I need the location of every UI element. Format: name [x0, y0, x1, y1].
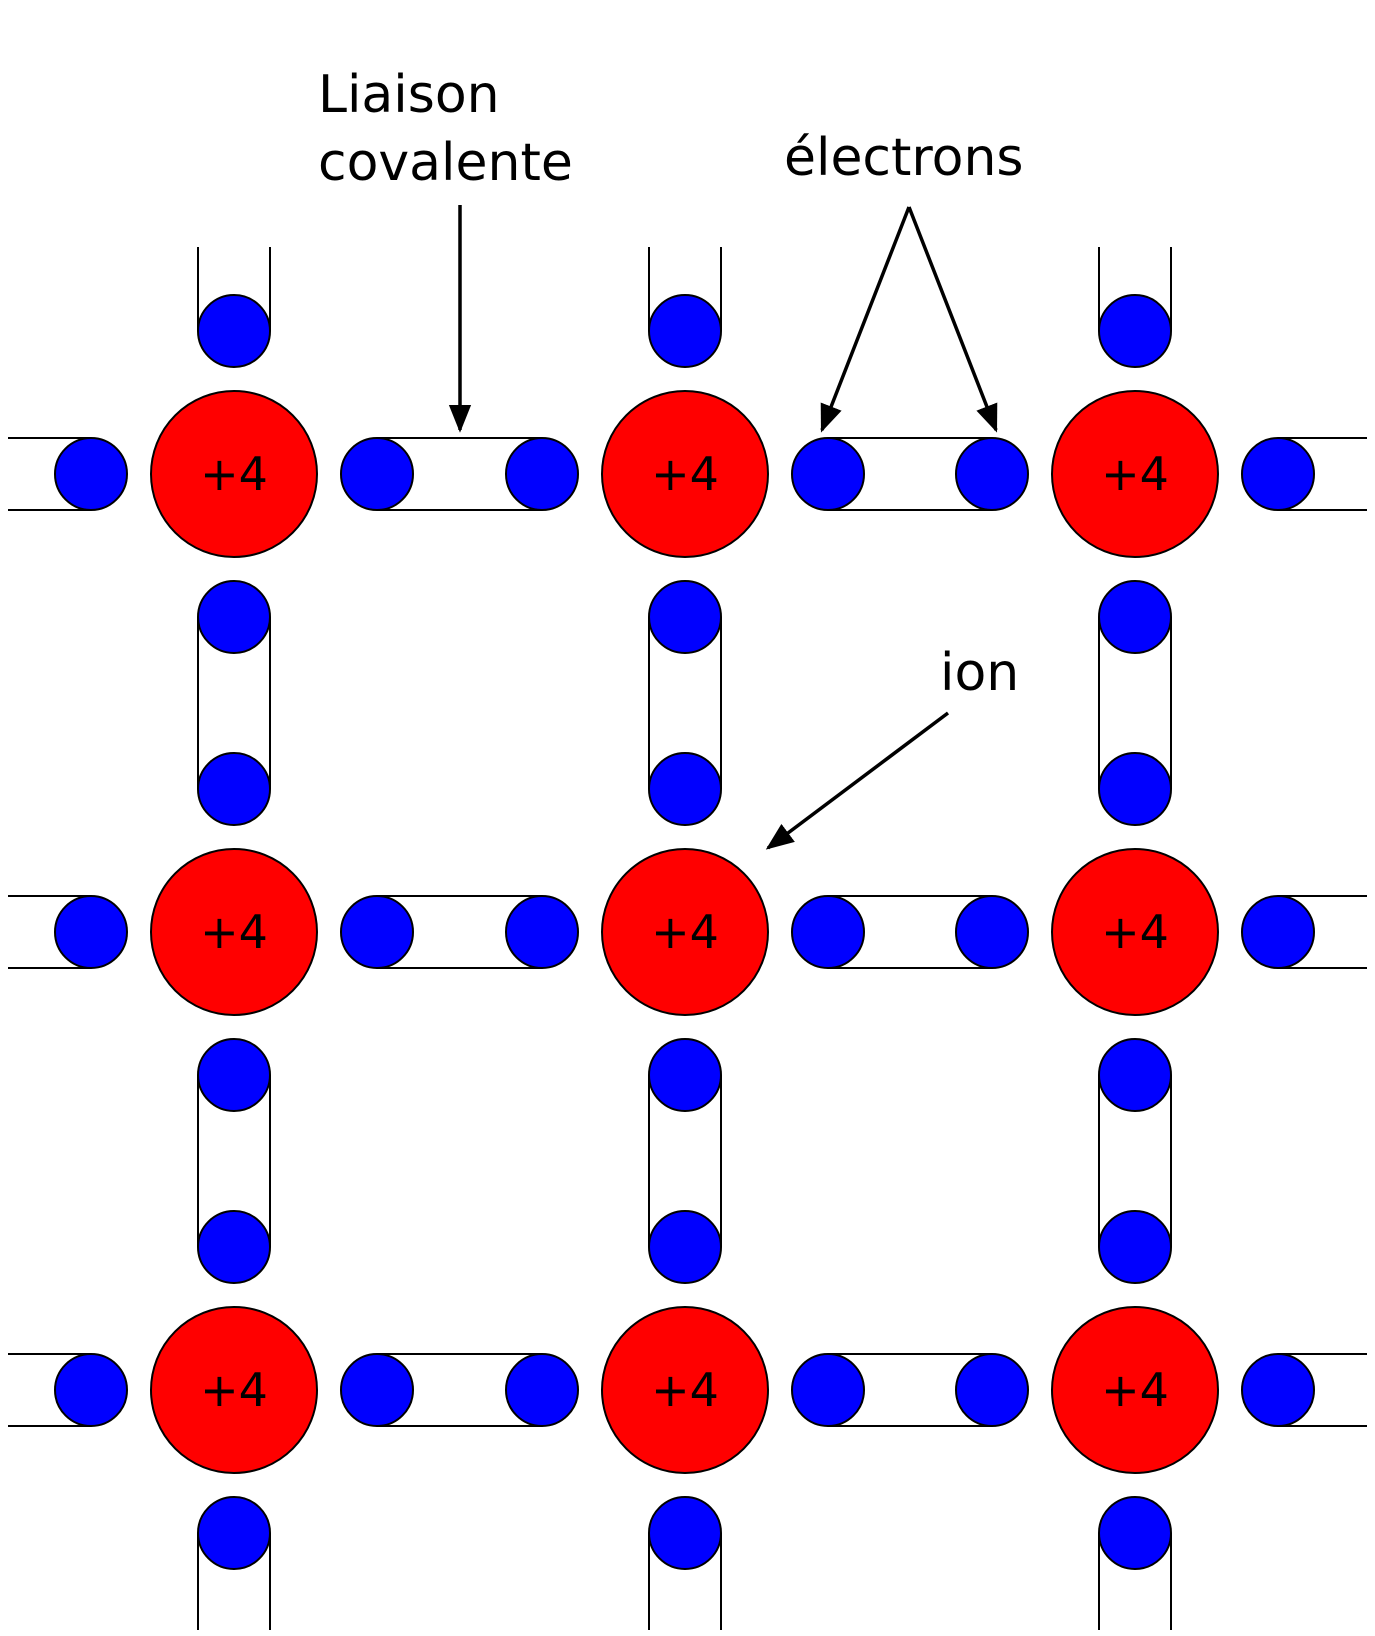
- covalent-bond-label-line1: Liaison: [318, 65, 500, 125]
- electron: [1241, 1353, 1315, 1427]
- ion-charge-label: +4: [1101, 1363, 1169, 1417]
- electron: [54, 437, 128, 511]
- ion: +4: [601, 1306, 769, 1474]
- electron: [197, 752, 271, 826]
- electron: [1098, 580, 1172, 654]
- electron: [1241, 437, 1315, 511]
- ion-charge-label: +4: [1101, 905, 1169, 959]
- ion-charge-label: +4: [200, 447, 268, 501]
- ion-charge-label: +4: [651, 905, 719, 959]
- electron: [1098, 294, 1172, 368]
- electron: [648, 1496, 722, 1570]
- electron: [955, 1353, 1029, 1427]
- electron: [791, 895, 865, 969]
- electron: [1098, 752, 1172, 826]
- ion: +4: [150, 390, 318, 558]
- electron: [505, 1353, 579, 1427]
- electron: [1241, 895, 1315, 969]
- ion-circle: [150, 1306, 318, 1474]
- ion-circle: [1051, 390, 1219, 558]
- electron: [648, 580, 722, 654]
- ion: +4: [601, 848, 769, 1016]
- electron: [197, 580, 271, 654]
- ion-circle: [150, 390, 318, 558]
- covalent-bonds: [8, 247, 1367, 1630]
- electron: [791, 1353, 865, 1427]
- ion-charge-label: +4: [1101, 447, 1169, 501]
- electron: [197, 294, 271, 368]
- ion-circle: [601, 390, 769, 558]
- electrons-label: électrons: [784, 128, 1024, 188]
- ion-charge-label: +4: [200, 1363, 268, 1417]
- ion-circle: [1051, 848, 1219, 1016]
- ion-charge-label: +4: [651, 447, 719, 501]
- ion-circle: [150, 848, 318, 1016]
- electron: [340, 895, 414, 969]
- electrons-arrow-right: [907, 206, 998, 433]
- ions: +4 +4 +4 +4 +4 +4 +4 +4 +4: [150, 390, 1219, 1474]
- electron: [648, 1038, 722, 1112]
- ion-circle: [1051, 1306, 1219, 1474]
- ion: +4: [150, 848, 318, 1016]
- electron: [340, 1353, 414, 1427]
- electron: [197, 1038, 271, 1112]
- electron: [197, 1496, 271, 1570]
- covalent-bond-label-line2: covalente: [318, 133, 573, 193]
- ion: +4: [150, 1306, 318, 1474]
- electron: [648, 1210, 722, 1284]
- electron: [1098, 1210, 1172, 1284]
- electrons-arrow-left: [820, 206, 911, 433]
- electron: [955, 895, 1029, 969]
- ion: +4: [1051, 1306, 1219, 1474]
- ion-charge-label: +4: [651, 1363, 719, 1417]
- electron: [54, 895, 128, 969]
- electron: [1098, 1038, 1172, 1112]
- electron: [340, 437, 414, 511]
- ion-circle: [601, 1306, 769, 1474]
- electron: [648, 752, 722, 826]
- electron: [955, 437, 1029, 511]
- ion: +4: [1051, 390, 1219, 558]
- electrons: [54, 294, 1315, 1570]
- ion-charge-label: +4: [200, 905, 268, 959]
- electron: [505, 437, 579, 511]
- electron: [197, 1210, 271, 1284]
- electron: [505, 895, 579, 969]
- electron: [1098, 1496, 1172, 1570]
- ion: +4: [601, 390, 769, 558]
- electron: [791, 437, 865, 511]
- ion-circle: [601, 848, 769, 1016]
- ion: +4: [1051, 848, 1219, 1016]
- electron: [648, 294, 722, 368]
- ion-label: ion: [940, 643, 1019, 703]
- ion-arrow: [765, 711, 950, 850]
- electron: [54, 1353, 128, 1427]
